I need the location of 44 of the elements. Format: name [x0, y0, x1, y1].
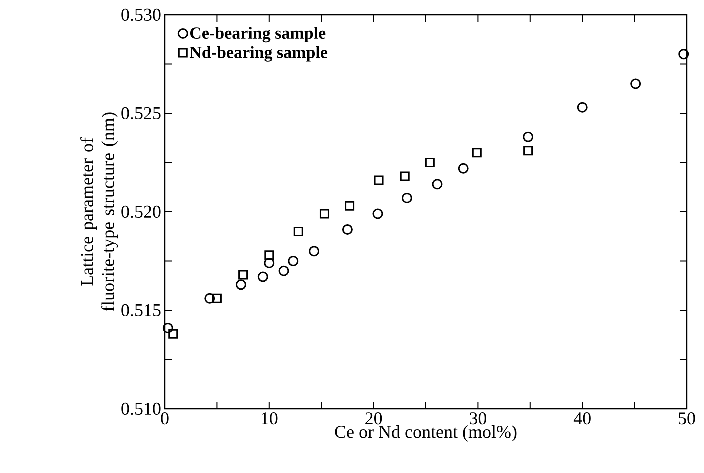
point [374, 176, 384, 186]
x-tick-label: 40 [574, 412, 591, 425]
point [309, 246, 320, 257]
point [458, 163, 469, 174]
point [523, 132, 534, 142]
point [402, 192, 412, 204]
x-axis-title: Ce or Nd content (mol%) [335, 426, 517, 442]
point [372, 208, 384, 220]
y-tick-label: 0.525 [122, 107, 161, 120]
y-axis-title: Lattice parameter of fluorite-type structure (nm) [80, 112, 118, 312]
point [278, 266, 290, 276]
point [678, 49, 690, 60]
x-tick-label: 0 [161, 412, 169, 425]
point [345, 201, 355, 211]
point [320, 209, 330, 219]
x-tick-label: 10 [262, 412, 278, 425]
legend-label: Ce-bearing sample [190, 27, 326, 43]
point [524, 146, 534, 156]
point [212, 294, 222, 304]
y-tick-label: 0.520 [122, 206, 161, 218]
legend-label: Nd-bearing sample [190, 46, 328, 62]
x-tick-label: 50 [679, 412, 696, 425]
y-tick-label: 0.515 [122, 304, 161, 317]
point [264, 258, 275, 268]
y-tick-label: 0.510 [122, 402, 161, 416]
point [294, 226, 304, 236]
point [577, 102, 588, 113]
point [400, 172, 410, 182]
point [264, 250, 274, 260]
point [236, 280, 246, 290]
point [472, 148, 482, 158]
point [162, 322, 174, 334]
point [425, 158, 435, 168]
point [432, 179, 443, 190]
point [204, 293, 216, 304]
x-tick-label: 20 [366, 412, 382, 425]
point [342, 224, 353, 235]
point [238, 270, 248, 280]
y-tick-label: 0.530 [122, 8, 161, 22]
point [258, 272, 268, 282]
x-tick-label: 30 [470, 412, 487, 425]
point [288, 256, 299, 266]
point [630, 78, 642, 90]
point [168, 329, 178, 339]
